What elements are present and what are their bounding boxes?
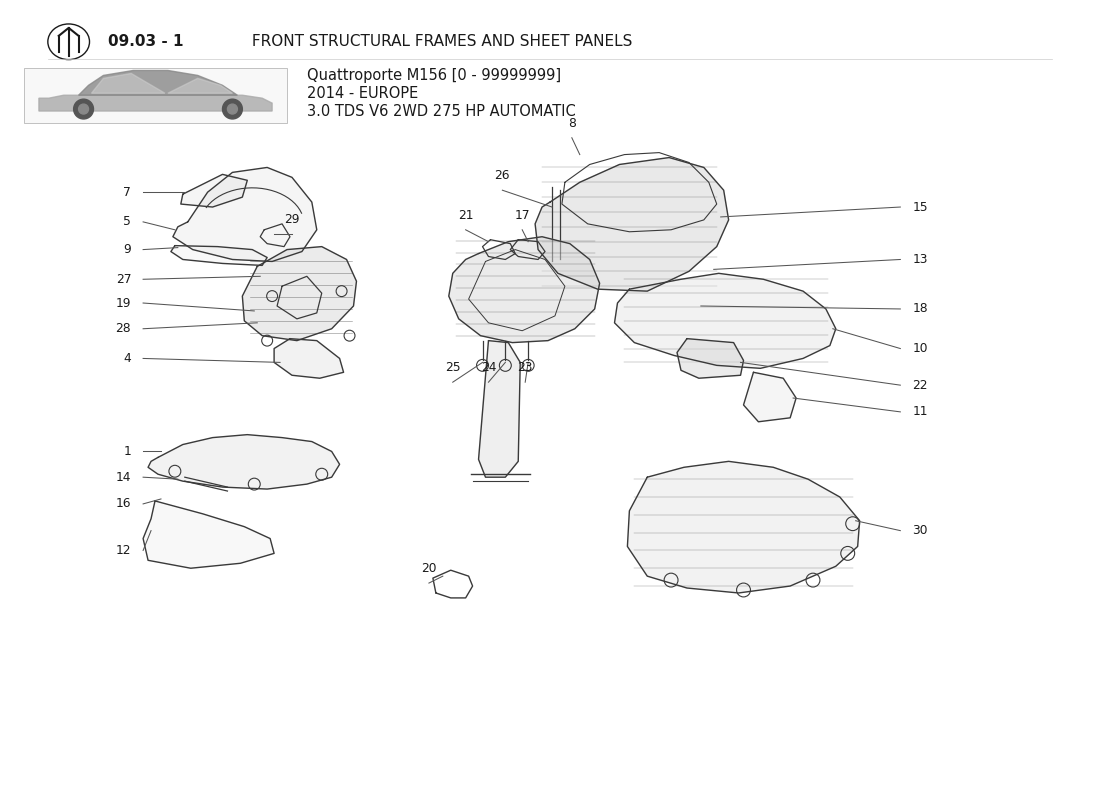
Polygon shape — [274, 338, 343, 378]
Text: 17: 17 — [515, 209, 530, 222]
Polygon shape — [676, 338, 744, 378]
Polygon shape — [478, 341, 520, 477]
Text: 25: 25 — [444, 362, 461, 374]
Text: Quattroporte M156 [0 - 99999999]: Quattroporte M156 [0 - 99999999] — [307, 68, 561, 83]
Text: 23: 23 — [517, 362, 532, 374]
Text: 20: 20 — [421, 562, 437, 575]
Text: 21: 21 — [458, 209, 473, 222]
Text: 28: 28 — [116, 322, 131, 335]
Text: 16: 16 — [116, 498, 131, 510]
Polygon shape — [242, 246, 356, 341]
Polygon shape — [78, 70, 238, 95]
Text: 10: 10 — [912, 342, 927, 355]
Polygon shape — [173, 167, 317, 262]
Text: 8: 8 — [568, 117, 575, 130]
Text: 18: 18 — [912, 302, 928, 315]
Polygon shape — [170, 246, 267, 266]
Text: 7: 7 — [123, 186, 131, 198]
Text: 9: 9 — [123, 243, 131, 256]
Polygon shape — [143, 501, 274, 568]
Polygon shape — [744, 372, 796, 422]
Polygon shape — [180, 174, 248, 207]
Text: 19: 19 — [116, 297, 131, 310]
Text: 15: 15 — [912, 201, 928, 214]
FancyBboxPatch shape — [24, 69, 287, 123]
Polygon shape — [148, 434, 340, 489]
Polygon shape — [39, 95, 272, 111]
Text: 27: 27 — [116, 273, 131, 286]
Polygon shape — [627, 462, 859, 593]
Text: 2014 - EUROPE: 2014 - EUROPE — [307, 86, 418, 101]
Text: 12: 12 — [116, 544, 131, 557]
Polygon shape — [615, 274, 836, 368]
Text: 22: 22 — [912, 378, 927, 392]
Text: 24: 24 — [481, 362, 496, 374]
Polygon shape — [91, 74, 165, 94]
Polygon shape — [168, 78, 232, 94]
Text: 26: 26 — [495, 170, 510, 182]
Text: FRONT STRUCTURAL FRAMES AND SHEET PANELS: FRONT STRUCTURAL FRAMES AND SHEET PANELS — [248, 34, 632, 50]
Circle shape — [74, 99, 94, 119]
Text: 30: 30 — [912, 524, 927, 537]
Text: 29: 29 — [284, 213, 299, 226]
Polygon shape — [449, 237, 600, 342]
Text: 14: 14 — [116, 470, 131, 484]
Text: 5: 5 — [123, 215, 131, 228]
Text: 1: 1 — [123, 445, 131, 458]
Polygon shape — [535, 158, 728, 291]
Text: 11: 11 — [912, 406, 927, 418]
Circle shape — [228, 104, 238, 114]
Circle shape — [222, 99, 242, 119]
Text: 09.03 - 1: 09.03 - 1 — [109, 34, 184, 50]
Text: 4: 4 — [123, 352, 131, 365]
Circle shape — [78, 104, 88, 114]
Text: 3.0 TDS V6 2WD 275 HP AUTOMATIC: 3.0 TDS V6 2WD 275 HP AUTOMATIC — [307, 103, 575, 118]
Text: 13: 13 — [912, 253, 927, 266]
